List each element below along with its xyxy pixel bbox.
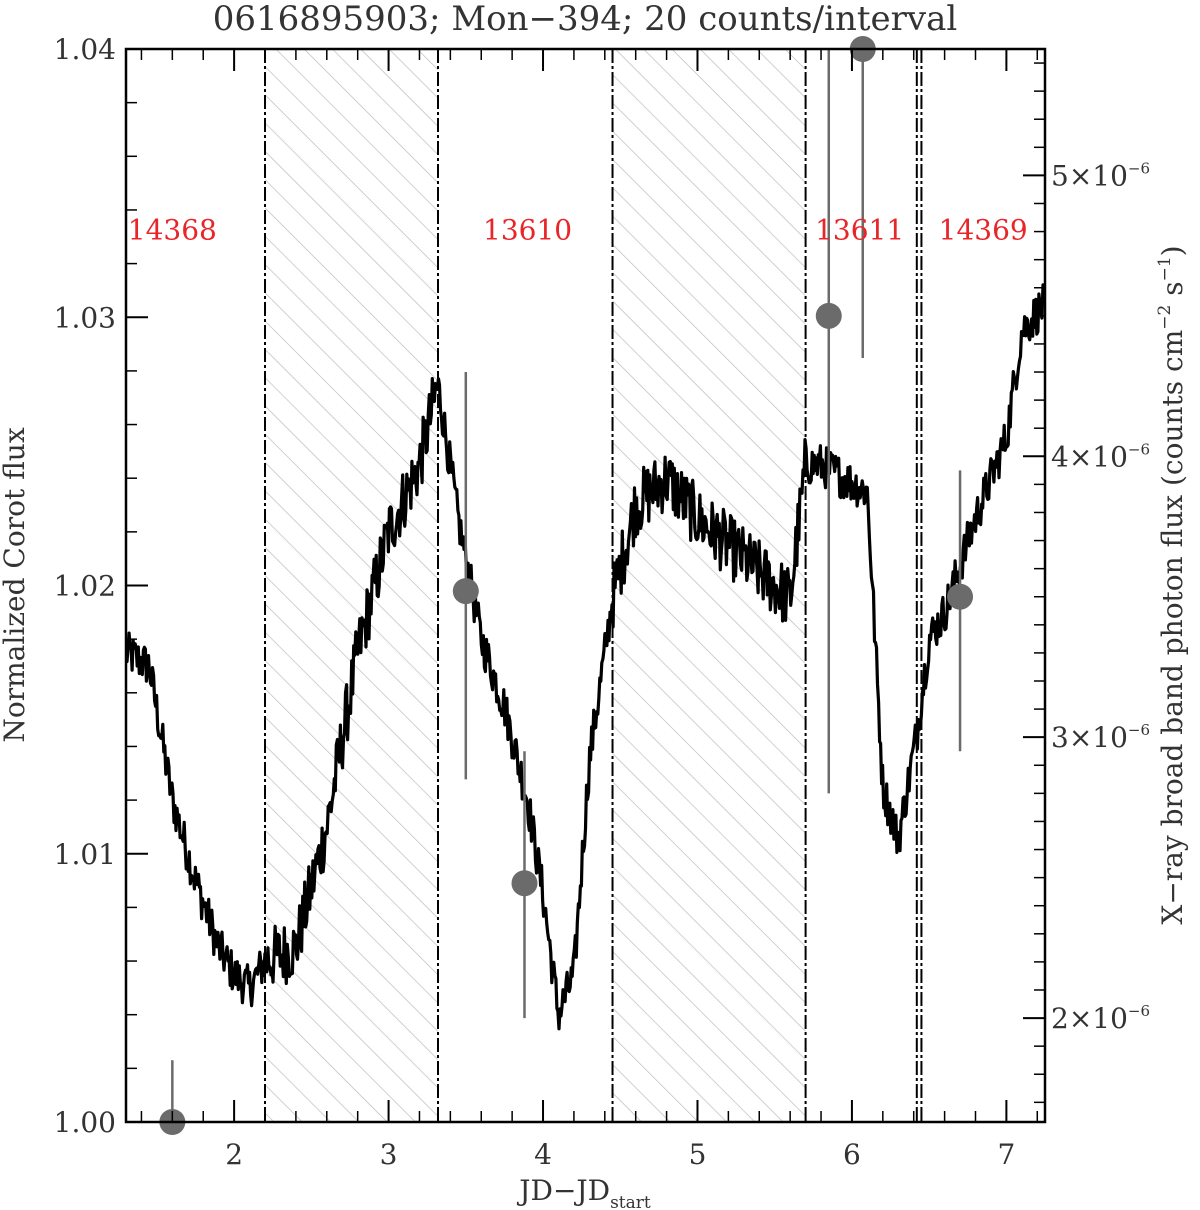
corot-lightcurve: [126, 283, 1045, 1031]
corot-lightcurve-line: [126, 283, 1045, 1031]
y-right-tick-label-0: 2×10−6: [1051, 1002, 1150, 1035]
xray-point-3: [815, 302, 842, 329]
observation-label-3: 14369: [939, 213, 1028, 246]
y-right-axis-ticks: 2×10−6 3×10−6 4×10−6 5×10−6: [1023, 62, 1150, 1104]
x-tick-label-4: 6: [843, 1138, 861, 1171]
segment-boundary-lines: [264, 49, 923, 1122]
x-tick-label-5: 7: [997, 1138, 1015, 1171]
y-left-tick-label-4: 1.04: [54, 33, 116, 66]
y-left-tick-label-1: 1.01: [54, 838, 116, 871]
xray-points: [159, 36, 974, 1135]
x-tick-label-1: 3: [380, 1138, 398, 1171]
y-left-axis-title: Normalized Corot flux: [0, 427, 31, 742]
hatched-gap-regions: [265, 49, 806, 1122]
y-left-tick-label-0: 1.00: [54, 1106, 116, 1139]
observation-label-2: 13611: [815, 213, 904, 246]
y-right-tick-label-3: 5×10−6: [1051, 159, 1150, 192]
x-tick-label-2: 4: [534, 1138, 552, 1171]
y-left-axis-ticks: 1.00 1.01 1.02 1.03 1.04: [54, 33, 148, 1139]
chart-title: 0616895903; Mon−394; 20 counts/interval: [213, 0, 958, 39]
xray-point-2: [511, 870, 538, 897]
y-left-tick-label-3: 1.03: [54, 301, 116, 334]
y-left-tick-label-2: 1.02: [54, 570, 116, 603]
y-right-tick-label-2: 4×10−6: [1051, 440, 1150, 473]
y-right-tick-label-1: 3×10−6: [1051, 721, 1150, 754]
x-tick-label-3: 5: [689, 1138, 707, 1171]
y-right-axis-title: X−ray broad band photon flux (counts cm−…: [1155, 245, 1189, 924]
xray-point-1: [452, 578, 479, 605]
x-axis-title: JD−JDstart: [516, 1174, 651, 1210]
observation-labels: 14368 13610 13611 14369: [128, 213, 1028, 246]
x-tick-label-0: 2: [225, 1138, 243, 1171]
x-axis-ticks: 2 3 4 5 6 7: [140, 49, 1039, 1171]
observation-label-1: 13610: [483, 213, 572, 246]
hatched-gap-0: [265, 49, 438, 1122]
xray-point-5: [947, 583, 974, 610]
observation-label-0: 14368: [128, 213, 217, 246]
